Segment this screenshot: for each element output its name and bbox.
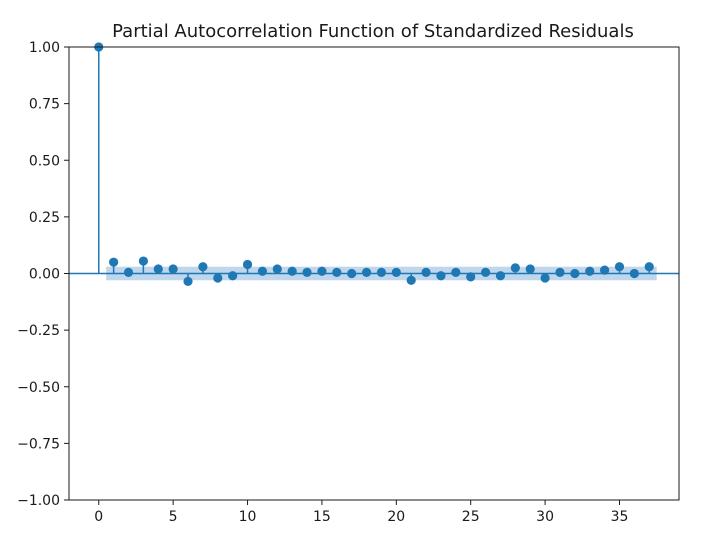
point-lag-12 [272, 264, 282, 274]
point-lag-16 [332, 267, 342, 277]
point-lag-15 [317, 266, 327, 276]
point-lag-37 [644, 262, 654, 272]
point-lag-27 [495, 271, 506, 281]
point-lag-9 [228, 271, 238, 281]
x-axis-ticks: 0 5 10 15 20 25 30 35 [94, 500, 628, 525]
point-lag-14 [302, 267, 312, 277]
x-tick-label-35: 35 [611, 509, 629, 525]
point-lag-19 [376, 267, 387, 277]
point-lag-11 [257, 266, 268, 276]
point-lag-34 [600, 265, 610, 275]
point-lag-26 [480, 267, 491, 277]
point-lag-32 [570, 268, 580, 279]
point-lag-13 [287, 266, 297, 276]
point-lag-5 [168, 264, 178, 274]
x-tick-label-25: 25 [462, 509, 480, 525]
y-tick-label-5: −0.25 [17, 323, 60, 339]
point-lag-35 [614, 262, 625, 272]
x-tick-label-0: 0 [94, 509, 103, 525]
y-tick-label-4: 0.00 [29, 267, 60, 283]
point-lag-25 [466, 272, 476, 282]
point-lag-3 [138, 256, 148, 266]
point-lag-24 [451, 267, 461, 277]
point-lag-6 [183, 276, 193, 287]
x-tick-label-20: 20 [387, 509, 405, 525]
y-tick-label-2: 0.50 [29, 153, 60, 169]
x-tick-label-5: 5 [169, 509, 178, 525]
point-lag-33 [585, 266, 595, 276]
y-axis-ticks: 1.00 0.75 0.50 0.25 0.00 −0.25 −0.50 −0.75 −1.00 [17, 40, 69, 509]
point-lag-8 [213, 273, 223, 283]
point-lag-17 [347, 268, 357, 279]
x-tick-label-30: 30 [536, 509, 554, 525]
y-tick-label-6: −0.50 [17, 380, 60, 396]
point-lag-29 [525, 264, 535, 274]
point-lag-36 [629, 268, 639, 279]
point-lag-18 [361, 267, 372, 277]
point-lag-1 [109, 257, 119, 267]
point-lag-31 [555, 267, 565, 277]
y-tick-label-0: 1.00 [29, 40, 60, 56]
y-tick-label-3: 0.25 [29, 210, 60, 226]
y-tick-label-7: −0.75 [17, 436, 60, 452]
y-tick-label-8: −1.00 [17, 493, 60, 509]
point-lag-10 [242, 259, 253, 270]
marks-layer [94, 42, 654, 287]
y-tick-label-1: 0.75 [29, 97, 60, 113]
x-tick-label-10: 10 [239, 509, 257, 525]
point-lag-4 [153, 264, 163, 274]
point-lag-21 [406, 275, 416, 285]
point-lag-2 [123, 267, 134, 277]
chart-title: Partial Autocorrelation Function of Stan… [112, 21, 634, 42]
point-lag-22 [421, 267, 431, 277]
point-lag-30 [540, 273, 550, 283]
point-lag-28 [510, 263, 520, 273]
point-lag-20 [391, 267, 401, 277]
point-lag-7 [198, 262, 208, 272]
point-lag-23 [436, 271, 446, 281]
x-tick-label-15: 15 [313, 509, 331, 525]
